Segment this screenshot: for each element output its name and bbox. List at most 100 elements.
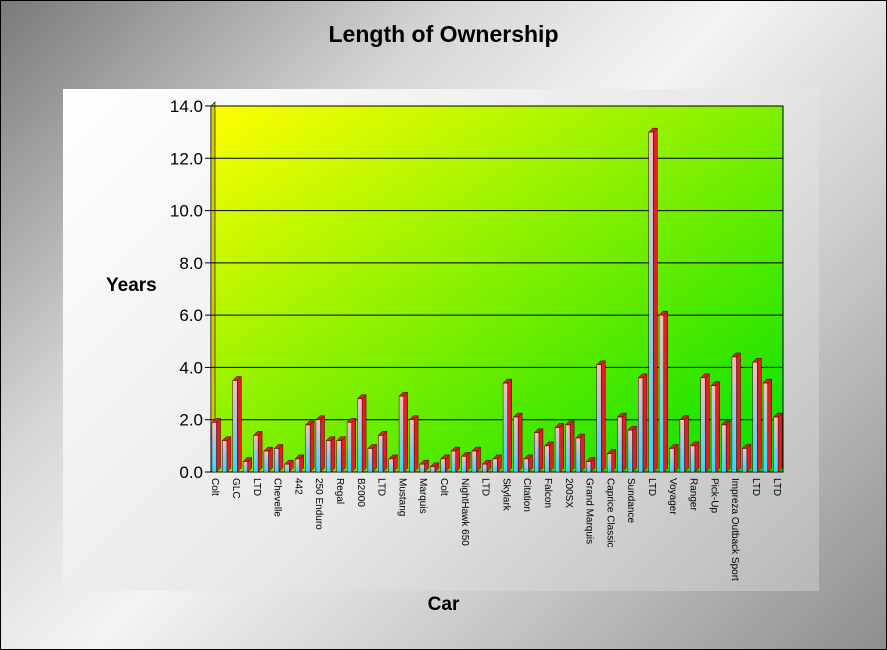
bar-side: [309, 420, 315, 473]
bar-front: [388, 458, 394, 473]
bar-side: [413, 415, 419, 473]
plot-side-wall: [210, 101, 216, 473]
x-tick-label: NightHawk 650: [459, 478, 470, 546]
bar-front: [627, 429, 633, 473]
bar-front: [742, 448, 748, 473]
bar-front: [523, 458, 529, 473]
bar-side: [382, 430, 388, 473]
bar-front: [232, 380, 238, 473]
bar: [377, 430, 388, 473]
x-tick-label: Voyager: [667, 478, 678, 515]
bar: [221, 436, 232, 473]
bar: [450, 446, 461, 473]
x-tick-label: Citation: [521, 478, 532, 512]
y-tick-label: 8.0: [179, 254, 203, 273]
bar: [440, 454, 450, 473]
bar-side: [746, 443, 752, 473]
chart-title: Length of Ownership: [328, 21, 559, 47]
bar-side: [351, 417, 356, 473]
bar-side: [226, 436, 232, 473]
x-tick-label: Ranger: [688, 478, 699, 511]
bar-side: [580, 433, 585, 473]
y-tick-label: 6.0: [179, 306, 203, 325]
bar-side: [621, 412, 627, 473]
bar: [762, 378, 773, 473]
bar-front: [721, 424, 727, 473]
bar: [533, 428, 544, 473]
y-tick-label: 2.0: [179, 411, 203, 430]
x-tick-label: Marquis: [417, 478, 428, 514]
bar-front: [606, 453, 612, 473]
bar-front: [648, 131, 654, 473]
bar-side: [403, 391, 408, 473]
bar-front: [419, 463, 425, 473]
bar-side: [705, 373, 710, 473]
bar: [273, 443, 284, 473]
bar-front: [502, 382, 508, 473]
bar-side: [684, 415, 689, 473]
x-tick-label: GLC: [230, 478, 241, 499]
x-tick-label: 250 Enduro: [313, 478, 324, 530]
bar-front: [398, 395, 404, 473]
bar-side: [372, 443, 377, 473]
bar: [481, 459, 492, 473]
bar: [637, 373, 648, 473]
bar: [325, 436, 336, 473]
x-tick-label: LTD: [771, 478, 782, 496]
bar-front: [762, 382, 768, 473]
bar: [346, 417, 357, 473]
bar-front: [658, 314, 664, 473]
bar-side: [736, 352, 741, 473]
bar: [388, 454, 398, 473]
bar-front: [461, 456, 467, 473]
y-tick-label: 4.0: [179, 358, 203, 377]
bar-front: [222, 440, 228, 473]
bar-front: [586, 461, 592, 473]
y-tick-label: 0.0: [179, 463, 203, 482]
bar: [752, 357, 762, 473]
bar-front: [430, 466, 436, 473]
bar-side: [653, 127, 658, 473]
x-tick-label: 200SX: [563, 478, 574, 508]
bar-front: [752, 361, 758, 473]
bar-front: [346, 422, 352, 473]
bar: [367, 443, 378, 473]
bar: [232, 375, 242, 473]
bar-front: [253, 435, 259, 473]
x-tick-label: 442: [292, 478, 303, 495]
x-tick-label: Colt: [438, 478, 449, 496]
bar-front: [700, 377, 706, 473]
y-tick-label: 14.0: [170, 97, 203, 116]
bar: [336, 436, 346, 473]
x-tick-label: LTD: [480, 478, 491, 496]
bar-side: [673, 443, 679, 473]
bar-front: [534, 432, 540, 473]
bar-side: [725, 420, 731, 473]
bar-side: [767, 378, 772, 473]
bar-front: [710, 385, 716, 473]
bar-front: [638, 377, 644, 473]
x-tick-label: LTD: [376, 478, 387, 496]
x-tick-label: LTD: [646, 478, 657, 496]
bar-front: [596, 364, 602, 473]
y-tick-label: 12.0: [170, 149, 203, 168]
bar: [512, 412, 523, 473]
bar: [554, 422, 565, 473]
bar-side: [715, 381, 720, 473]
bar: [772, 412, 783, 473]
bar: [408, 415, 419, 473]
bar: [304, 420, 315, 473]
bar: [460, 451, 471, 473]
bar: [575, 433, 586, 473]
x-tick-label: Falcon: [542, 478, 553, 508]
x-tick-label: Colt: [209, 478, 220, 496]
bar: [741, 443, 752, 473]
x-tick-label: LTD: [750, 478, 761, 496]
bar-front: [242, 461, 248, 473]
bar-front: [565, 424, 571, 473]
bar-side: [507, 378, 512, 473]
x-axis-label: Car: [427, 594, 460, 615]
bar-side: [341, 436, 346, 473]
bar-side: [216, 417, 221, 473]
bar-front: [575, 437, 581, 473]
